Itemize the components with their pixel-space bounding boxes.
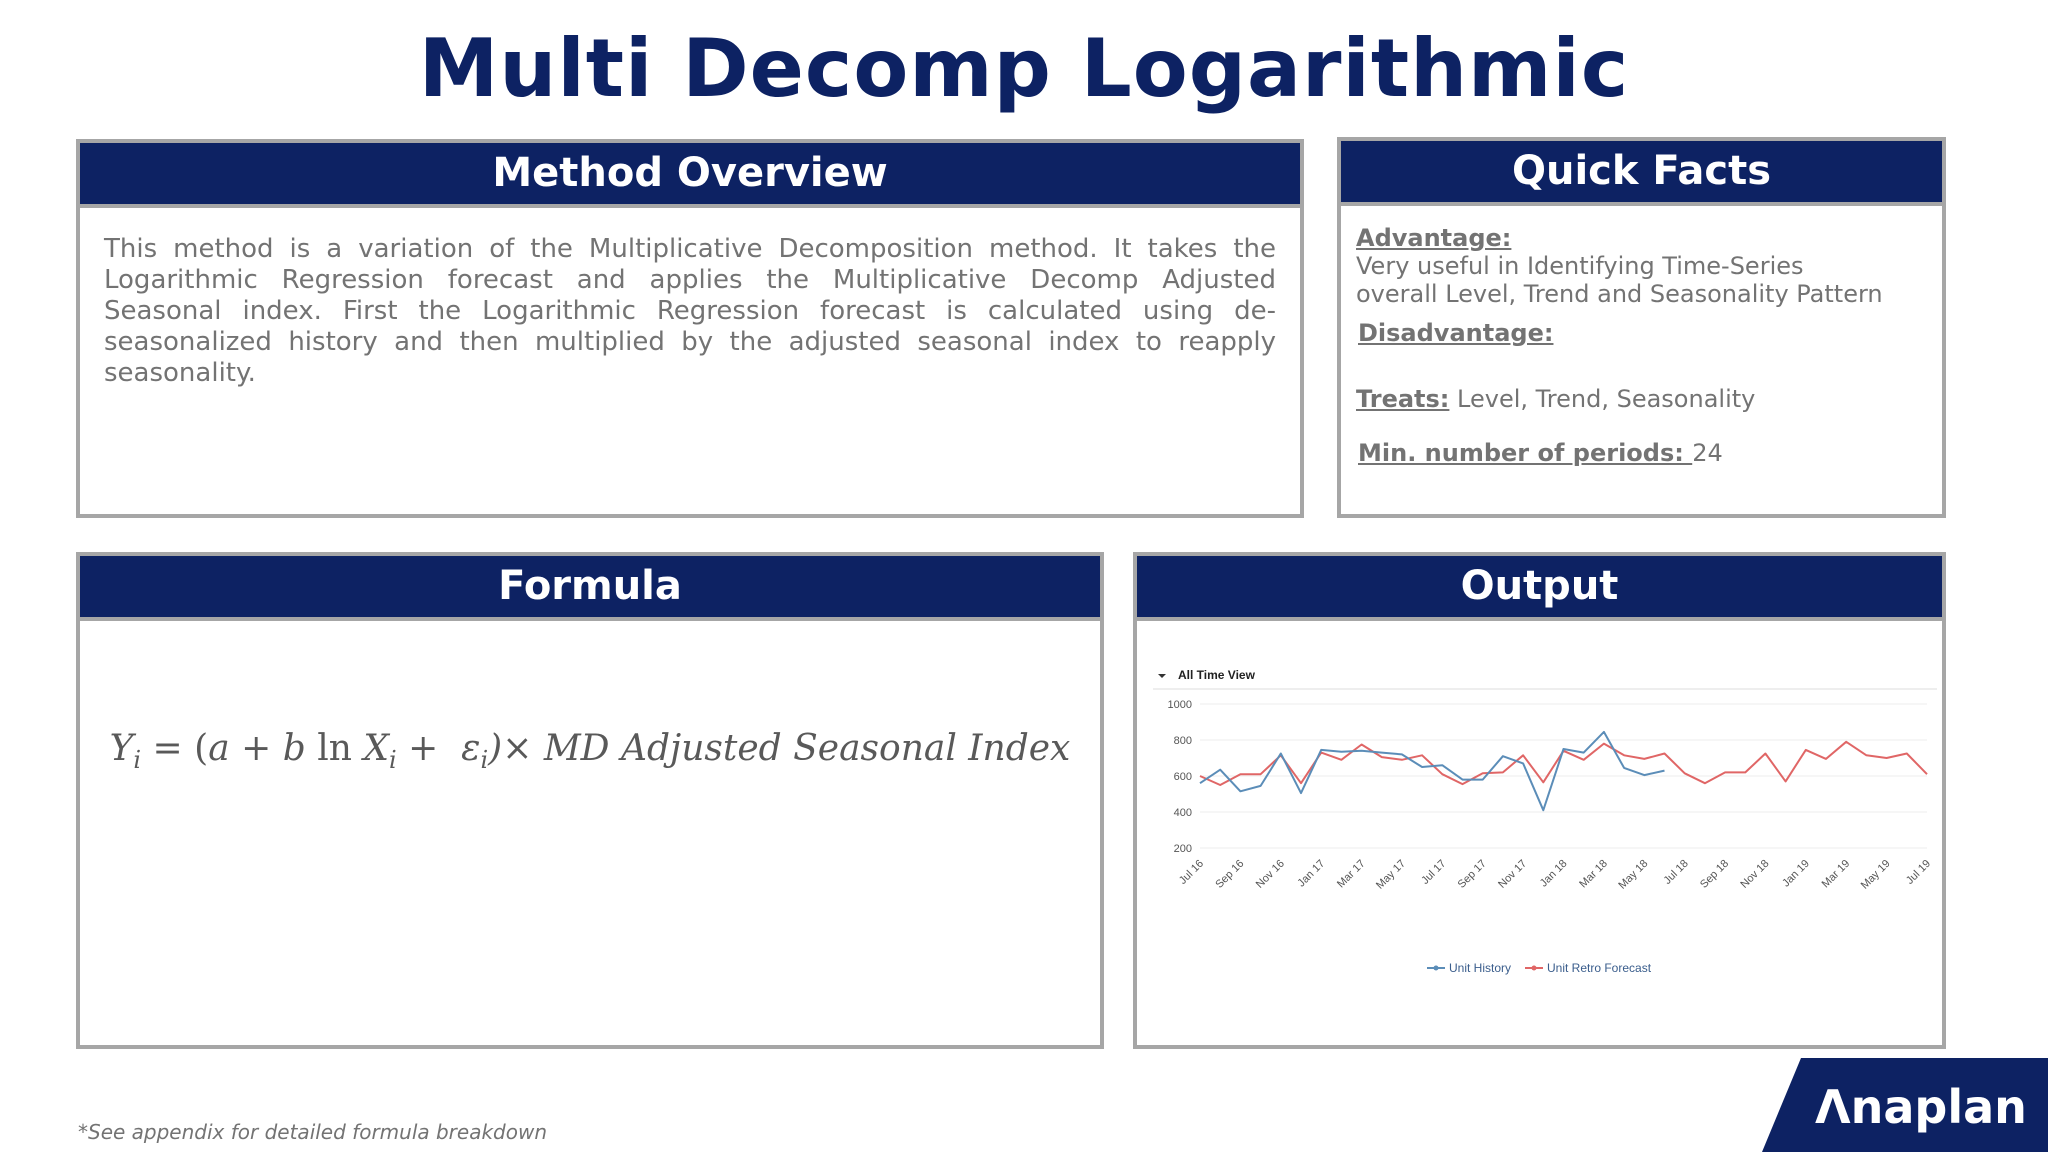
legend-label: Unit Retro Forecast (1547, 961, 1652, 975)
x-tick-label: Jul 16 (1177, 858, 1206, 887)
page-title: Multi Decomp Logarithmic (418, 22, 1630, 115)
formula-expression: Yi = (a + b ln Xi + εi)× MD Adjusted Sea… (80, 728, 1100, 774)
x-tick-label: Jul 17 (1419, 858, 1448, 887)
x-tick-label: Jan 17 (1295, 858, 1327, 890)
chart-series (1199, 730, 1928, 812)
output-panel: Output All Time View 200 400 600 800 1000 Ju… (1133, 552, 1946, 1049)
min-periods-label: Min. number of periods: (1358, 439, 1693, 467)
min-periods-row: Min. number of periods: 24 (1358, 439, 1723, 467)
formula-ab: a + b (208, 728, 318, 769)
x-tick-label: Nov 17 (1496, 858, 1529, 891)
x-tick-label: Jul 18 (1662, 858, 1691, 887)
treats-row: Treats: Level, Trend, Seasonality (1356, 385, 1755, 413)
treats-label: Treats: (1356, 385, 1450, 413)
x-tick-label: Nov 16 (1254, 858, 1287, 891)
legend-marker (1433, 965, 1439, 971)
disadvantage-row: Disadvantage: (1358, 319, 1553, 347)
x-tick-label: Sep 17 (1456, 858, 1489, 891)
chart-legend: Unit History Unit Retro Forecast (1427, 961, 1652, 975)
x-tick-label: Jan 19 (1780, 858, 1812, 890)
y-tick-label: 800 (1174, 735, 1192, 747)
advantage-row: Advantage: (1356, 224, 1511, 252)
formula-close: )× MD Adjusted Seasonal Index (488, 728, 1071, 769)
advantage-label: Advantage: (1356, 224, 1512, 252)
y-axis: 200 400 600 800 1000 (1168, 699, 1192, 855)
x-axis: Jul 16 Sep 16 Nov 16 Jan 17 Mar 17 May 17 Jul … (1177, 858, 1933, 892)
formula-plus-eps: + ε (396, 728, 481, 769)
x-tick-label: Nov 18 (1738, 858, 1771, 891)
formula-sub-eps: i (480, 746, 489, 775)
x-tick-label: Mar 18 (1577, 858, 1610, 891)
view-dropdown-icon[interactable] (1158, 674, 1166, 678)
formula-header: Formula (80, 556, 1100, 621)
formula-eq: = ( (141, 728, 209, 769)
x-tick-label: Sep 16 (1213, 858, 1246, 891)
anaplan-logo: Λnaplan (1815, 1080, 2027, 1134)
x-tick-label: Sep 18 (1698, 858, 1731, 891)
advantage-text-1: Very useful in Identifying Time-Series (1356, 252, 1804, 280)
output-header: Output (1137, 556, 1942, 621)
x-tick-label: Mar 19 (1820, 858, 1853, 891)
quick-facts-panel: Quick Facts Advantage: Very useful in Id… (1337, 137, 1946, 518)
advantage-text-2: overall Level, Trend and Seasonality Pat… (1356, 280, 1883, 308)
formula-panel: Formula Yi = (a + b ln Xi + εi)× MD Adju… (76, 552, 1104, 1049)
y-tick-label: 600 (1174, 771, 1192, 783)
x-tick-label: Jul 19 (1904, 858, 1933, 887)
anaplan-logo-background (1762, 1058, 2048, 1152)
treats-value: Level, Trend, Seasonality (1457, 385, 1756, 413)
x-tick-label: Mar 17 (1335, 858, 1368, 891)
disadvantage-label: Disadvantage: (1358, 319, 1554, 347)
x-tick-label: May 18 (1616, 858, 1650, 892)
formula-x: X (351, 728, 389, 769)
formula-sub-x: i (388, 746, 397, 775)
footnote: *See appendix for detailed formula break… (78, 1120, 548, 1144)
chart-grid (1200, 703, 1927, 849)
view-label[interactable]: All Time View (1178, 668, 1256, 682)
y-tick-label: 200 (1174, 843, 1192, 855)
formula-ln: ln (317, 728, 352, 769)
y-tick-label: 400 (1174, 807, 1192, 819)
method-overview-header: Method Overview (80, 143, 1300, 208)
y-tick-label: 1000 (1168, 699, 1192, 711)
formula-sub-y: i (133, 746, 142, 775)
legend-label: Unit History (1449, 961, 1511, 975)
formula-y: Y (109, 728, 134, 769)
series-line-unit-history (1199, 730, 1665, 812)
x-tick-label: May 17 (1374, 858, 1408, 892)
min-periods-value: 24 (1692, 439, 1723, 467)
x-tick-label: May 19 (1859, 858, 1893, 892)
legend-marker (1531, 965, 1537, 971)
quick-facts-header: Quick Facts (1341, 141, 1942, 206)
method-overview-text: This method is a variation of the Multip… (104, 234, 1276, 388)
method-overview-panel: Method Overview This method is a variati… (76, 139, 1304, 518)
x-tick-label: Jan 18 (1538, 858, 1570, 890)
